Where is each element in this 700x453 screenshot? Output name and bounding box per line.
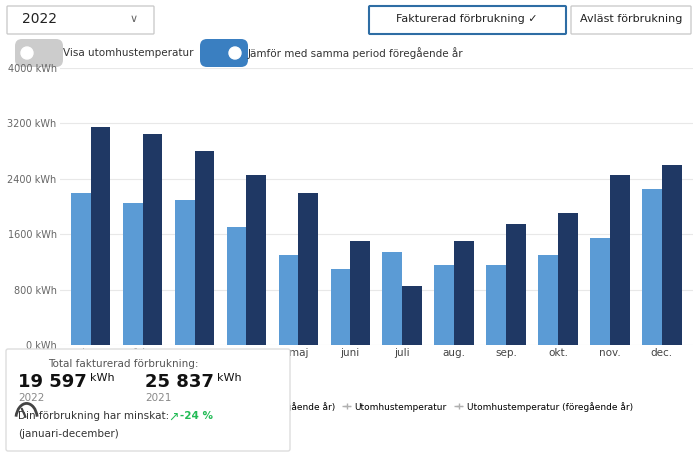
FancyBboxPatch shape	[200, 39, 248, 67]
Bar	[486, 265, 506, 345]
Text: 2022: 2022	[22, 12, 57, 26]
Bar	[123, 203, 143, 345]
Bar	[143, 134, 162, 345]
Bar	[279, 255, 298, 345]
Text: 2021: 2021	[145, 393, 172, 403]
Text: kWh: kWh	[217, 373, 241, 383]
Text: Din förbrukning har minskat:: Din förbrukning har minskat:	[18, 411, 169, 421]
Bar	[506, 224, 526, 345]
Bar	[350, 241, 370, 345]
Circle shape	[21, 47, 33, 59]
FancyBboxPatch shape	[15, 39, 63, 67]
Bar	[662, 165, 682, 345]
Text: 25 837: 25 837	[145, 373, 214, 391]
Bar	[298, 193, 318, 345]
Text: Fakturerad förbrukning ✓: Fakturerad förbrukning ✓	[396, 14, 538, 24]
Text: ∨: ∨	[130, 14, 138, 24]
Bar	[435, 265, 454, 345]
FancyBboxPatch shape	[369, 6, 566, 34]
FancyBboxPatch shape	[7, 6, 154, 34]
Legend: Förbrukning, Förbrukning (föregående år), Utomhustemperatur, Utomhustemperatur (: Förbrukning, Förbrukning (föregående år)…	[116, 398, 636, 415]
Bar	[227, 227, 246, 345]
Text: 19 597: 19 597	[18, 373, 87, 391]
Text: ↗: ↗	[168, 411, 178, 424]
Text: 2022: 2022	[18, 393, 44, 403]
Bar	[91, 127, 111, 345]
Text: kWh: kWh	[90, 373, 115, 383]
Text: Total fakturerad förbrukning:: Total fakturerad förbrukning:	[48, 359, 199, 369]
Circle shape	[229, 47, 241, 59]
Bar	[454, 241, 474, 345]
Bar	[610, 175, 630, 345]
Bar	[642, 189, 661, 345]
Bar	[402, 286, 422, 345]
Bar	[195, 151, 214, 345]
Bar	[330, 269, 350, 345]
Bar	[558, 213, 577, 345]
Bar	[538, 255, 558, 345]
Text: (januari-december): (januari-december)	[18, 429, 119, 439]
Text: -24 %: -24 %	[180, 411, 213, 421]
FancyBboxPatch shape	[6, 349, 290, 451]
Text: Jämför med samma period föregående år: Jämför med samma period föregående år	[248, 47, 463, 59]
Text: Visa utomhustemperatur: Visa utomhustemperatur	[63, 48, 193, 58]
Bar	[382, 251, 402, 345]
Bar	[175, 200, 195, 345]
Bar	[246, 175, 266, 345]
Bar	[590, 238, 610, 345]
FancyBboxPatch shape	[571, 6, 691, 34]
Bar	[71, 193, 91, 345]
Text: Avläst förbrukning: Avläst förbrukning	[580, 14, 682, 24]
